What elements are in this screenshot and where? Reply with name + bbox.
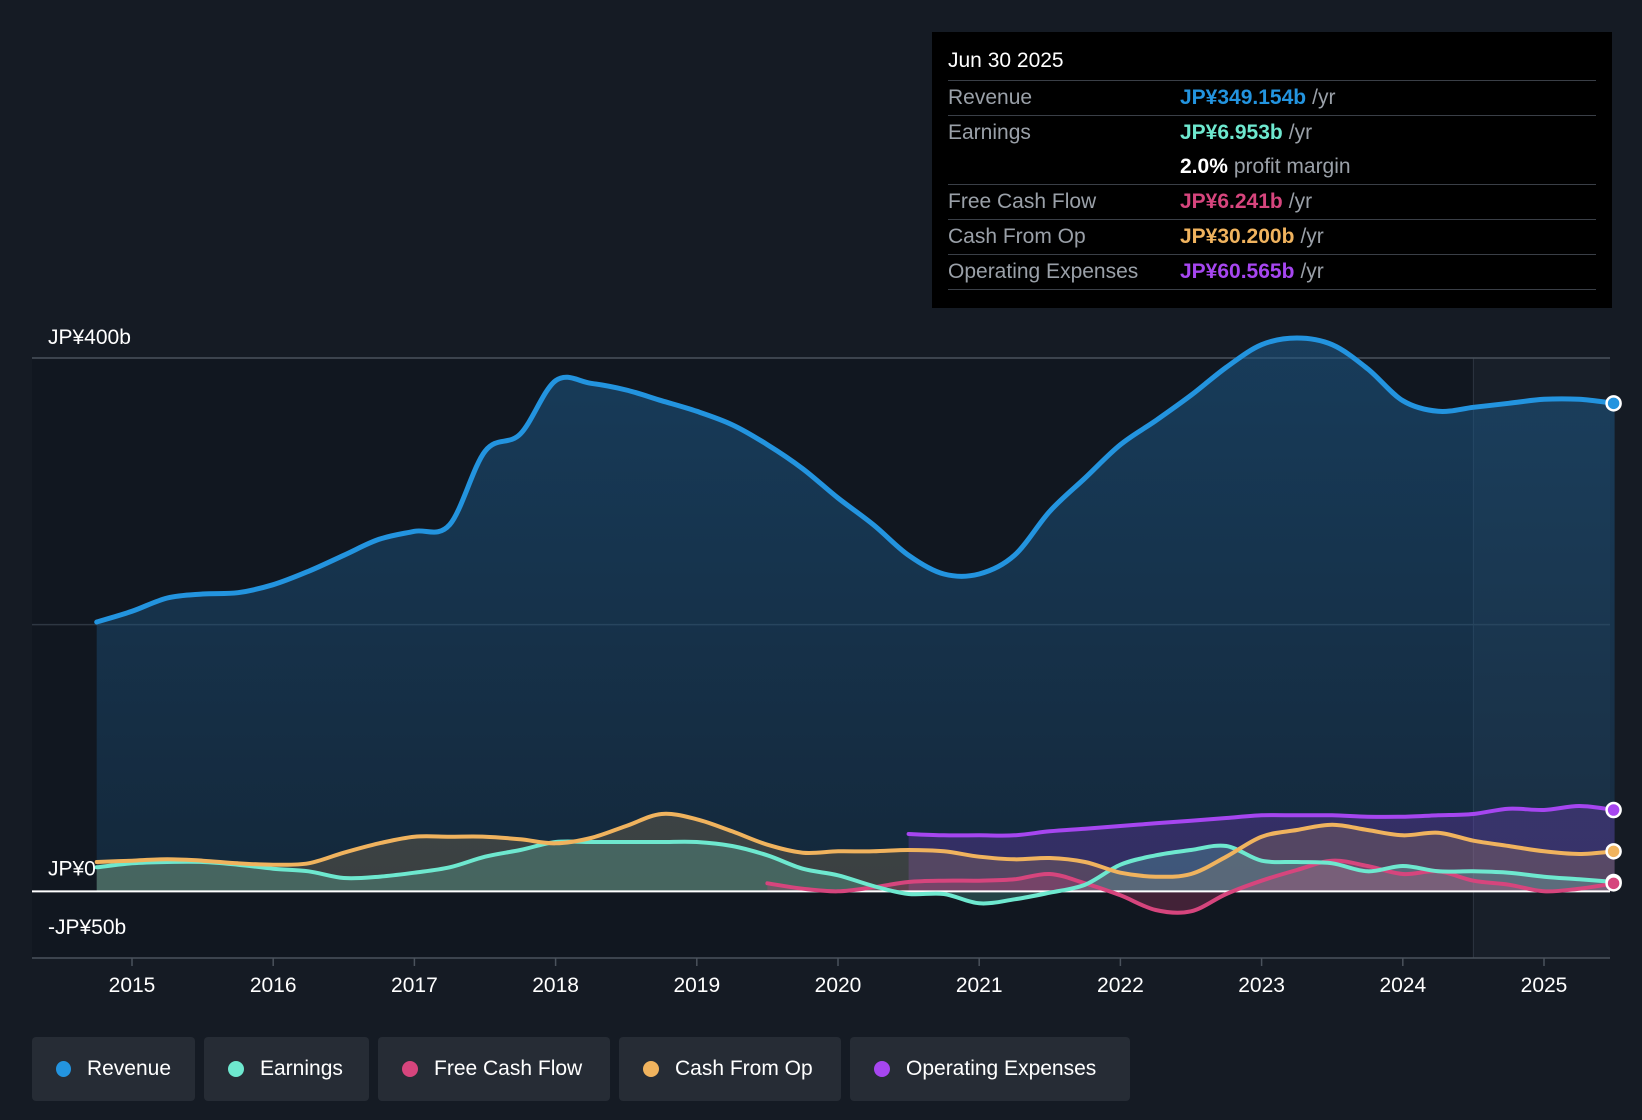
x-tick-label: 2024 [1379, 974, 1426, 997]
legend-item-earnings[interactable]: Earnings [204, 1037, 369, 1101]
legend-label: Operating Expenses [906, 1057, 1097, 1080]
y-axis-label: JP¥400b [48, 326, 131, 349]
tooltip-unit: /yr [1300, 225, 1324, 248]
tooltip-row-free-cash-flow: Free Cash Flow JP¥6.241b /yr [948, 185, 1596, 220]
x-tick-label: 2020 [815, 974, 862, 997]
y-axis-label: -JP¥50b [48, 916, 126, 939]
y-axis-label: JP¥0 [48, 857, 96, 880]
legend-dot-icon [874, 1061, 890, 1077]
tooltip-label: Revenue [948, 86, 1033, 109]
legend-dot-icon [643, 1061, 659, 1077]
legend-label: Free Cash Flow [434, 1057, 583, 1080]
tooltip-value: JP¥6.953b [1180, 121, 1283, 144]
x-tick-label: 2016 [250, 974, 297, 997]
tooltip-value: JP¥6.241b [1180, 190, 1283, 213]
x-tick-label: 2019 [673, 974, 720, 997]
tooltip-unit: /yr [1312, 86, 1336, 109]
legend-dot-icon [228, 1061, 244, 1077]
tooltip-date: Jun 30 2025 [948, 46, 1596, 81]
x-tick-label: 2018 [532, 974, 579, 997]
area-free-cash-flow [767, 860, 1615, 913]
tooltip-label [948, 150, 1180, 184]
series-line-cash-from-op [94, 811, 1617, 879]
tooltip-unit: /yr [1288, 190, 1313, 213]
legend-label: Revenue [86, 1057, 171, 1080]
area-revenue [96, 338, 1615, 892]
end-marker-free-cash-flow [1605, 875, 1622, 892]
tooltip-label: Cash From Op [948, 225, 1086, 248]
end-marker-cash-from-op [1605, 843, 1622, 860]
legend-item-revenue[interactable]: Revenue [32, 1037, 195, 1101]
series-line-free-cash-flow [765, 858, 1617, 915]
tooltip-value: JP¥60.565b [1180, 260, 1295, 283]
legend-item-operating-expenses[interactable]: Operating Expenses [850, 1037, 1130, 1101]
x-tick-label: 2023 [1238, 974, 1285, 997]
tooltip-row-operating-expenses: Operating Expenses JP¥60.565b /yr [948, 255, 1596, 290]
legend-item-cash-from-op[interactable]: Cash From Op [619, 1037, 841, 1101]
legend-item-free-cash-flow[interactable]: Free Cash Flow [378, 1037, 610, 1101]
legend-dot-icon [402, 1061, 418, 1077]
tooltip-row-profit-margin: 2.0% profit margin [948, 150, 1596, 185]
series-line-operating-expenses [906, 804, 1617, 838]
x-tick-label: 2021 [956, 974, 1003, 997]
tooltip-value: 2.0% [1180, 155, 1228, 178]
series-line-earnings [94, 839, 1617, 906]
legend: Revenue Earnings Free Cash Flow Cash Fro… [32, 1037, 1139, 1101]
series-line-revenue [94, 335, 1618, 625]
area-earnings [96, 841, 1615, 904]
tooltip-value: JP¥349.154b [1180, 86, 1307, 109]
tooltip-unit: /yr [1288, 121, 1313, 144]
legend-dot-icon [56, 1061, 71, 1077]
tooltip-row-revenue: Revenue JP¥349.154b /yr [948, 81, 1596, 116]
x-tick-label: 2015 [109, 974, 156, 997]
legend-label: Cash From Op [675, 1057, 813, 1080]
tooltip-value: JP¥30.200b [1180, 225, 1295, 248]
x-tick-label: 2022 [1097, 974, 1144, 997]
tooltip-row-cash-from-op: Cash From Op JP¥30.200b /yr [948, 220, 1596, 255]
tooltip-row-earnings: Earnings JP¥6.953b /yr [948, 116, 1596, 150]
end-marker-revenue [1605, 395, 1622, 412]
tooltip-unit: profit margin [1233, 155, 1351, 178]
end-marker-operating-expenses [1605, 801, 1622, 819]
tooltip-label: Earnings [948, 121, 1031, 144]
tooltip-panel: Jun 30 2025 Revenue JP¥349.154b /yr Earn… [932, 32, 1612, 308]
tooltip-label: Operating Expenses [948, 260, 1139, 283]
x-tick-label: 2025 [1521, 974, 1568, 997]
legend-label: Earnings [260, 1057, 343, 1080]
x-tick-label: 2017 [391, 974, 438, 997]
tooltip-label: Free Cash Flow [948, 190, 1097, 213]
tooltip-unit: /yr [1300, 260, 1324, 283]
